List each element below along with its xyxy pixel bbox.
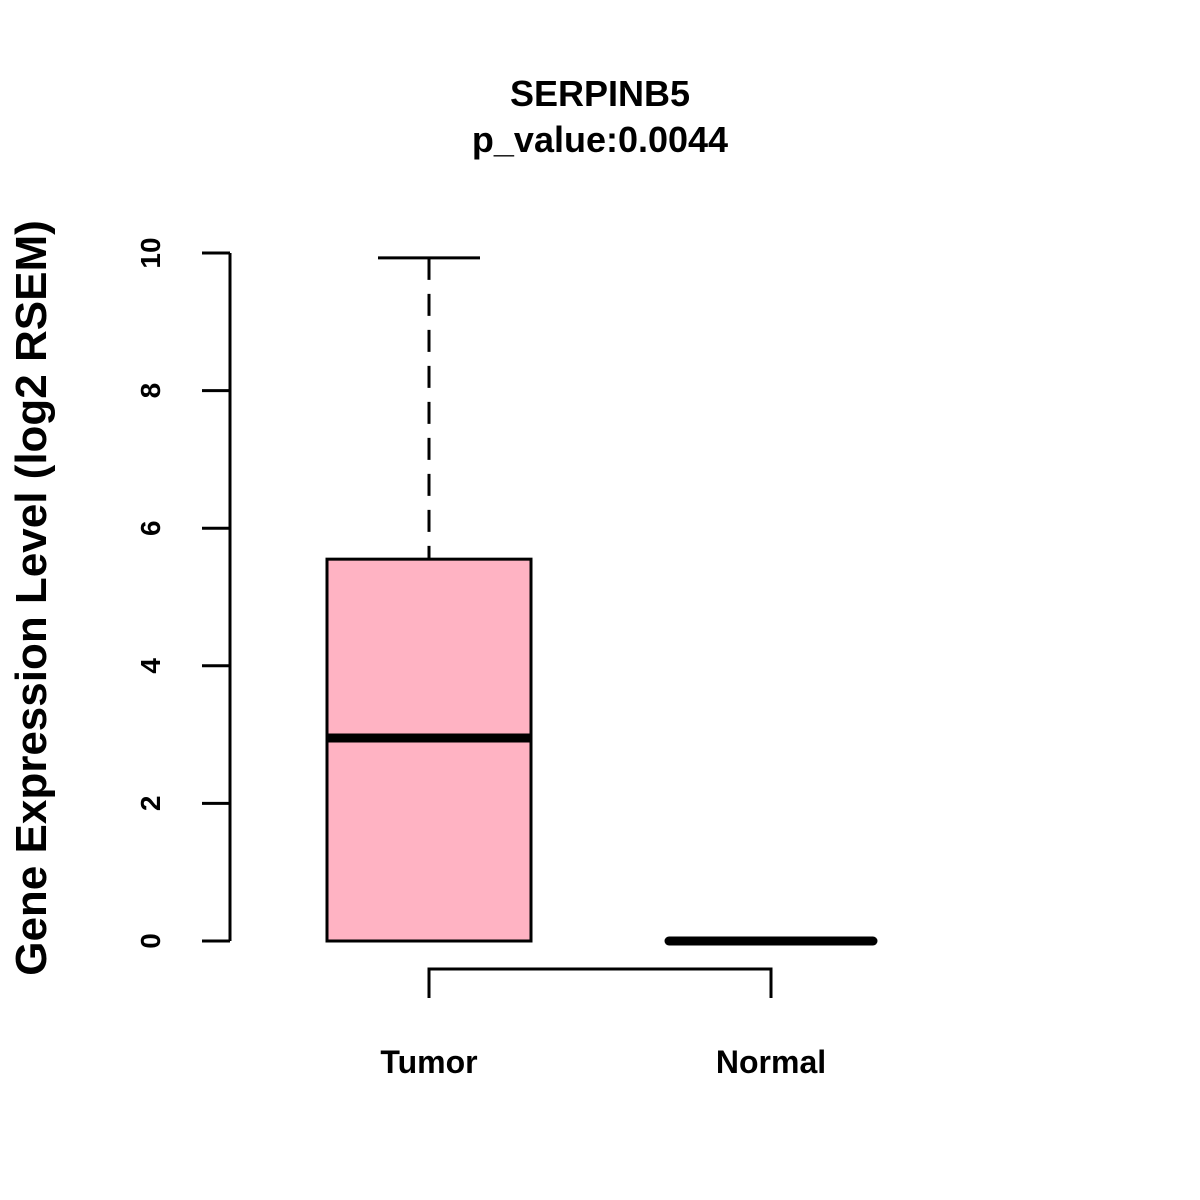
comparison-bracket (427, 967, 773, 998)
x-label-normal: Normal (716, 1044, 826, 1080)
y-axis-label: Gene Expression Level (log2 RSEM) (7, 220, 56, 976)
box-tumor (325, 256, 533, 943)
boxes (325, 256, 878, 946)
y-tick-label: 8 (135, 383, 166, 399)
interquartile-box (325, 557, 533, 943)
bracket-line (427, 967, 773, 998)
y-tick-label: 10 (135, 237, 166, 268)
chart-subtitle: p_value:0.0044 (472, 119, 728, 160)
x-label-tumor: Tumor (380, 1044, 477, 1080)
y-tick-label: 4 (135, 658, 166, 674)
y-axis-ticks: 0 2 4 6 8 10 (135, 237, 230, 949)
y-tick-label: 0 (135, 933, 166, 949)
chart-title: SERPINB5 (510, 73, 690, 114)
y-tick-label: 6 (135, 520, 166, 536)
x-axis-labels: Tumor Normal (380, 1044, 826, 1080)
y-tick-label: 2 (135, 796, 166, 812)
